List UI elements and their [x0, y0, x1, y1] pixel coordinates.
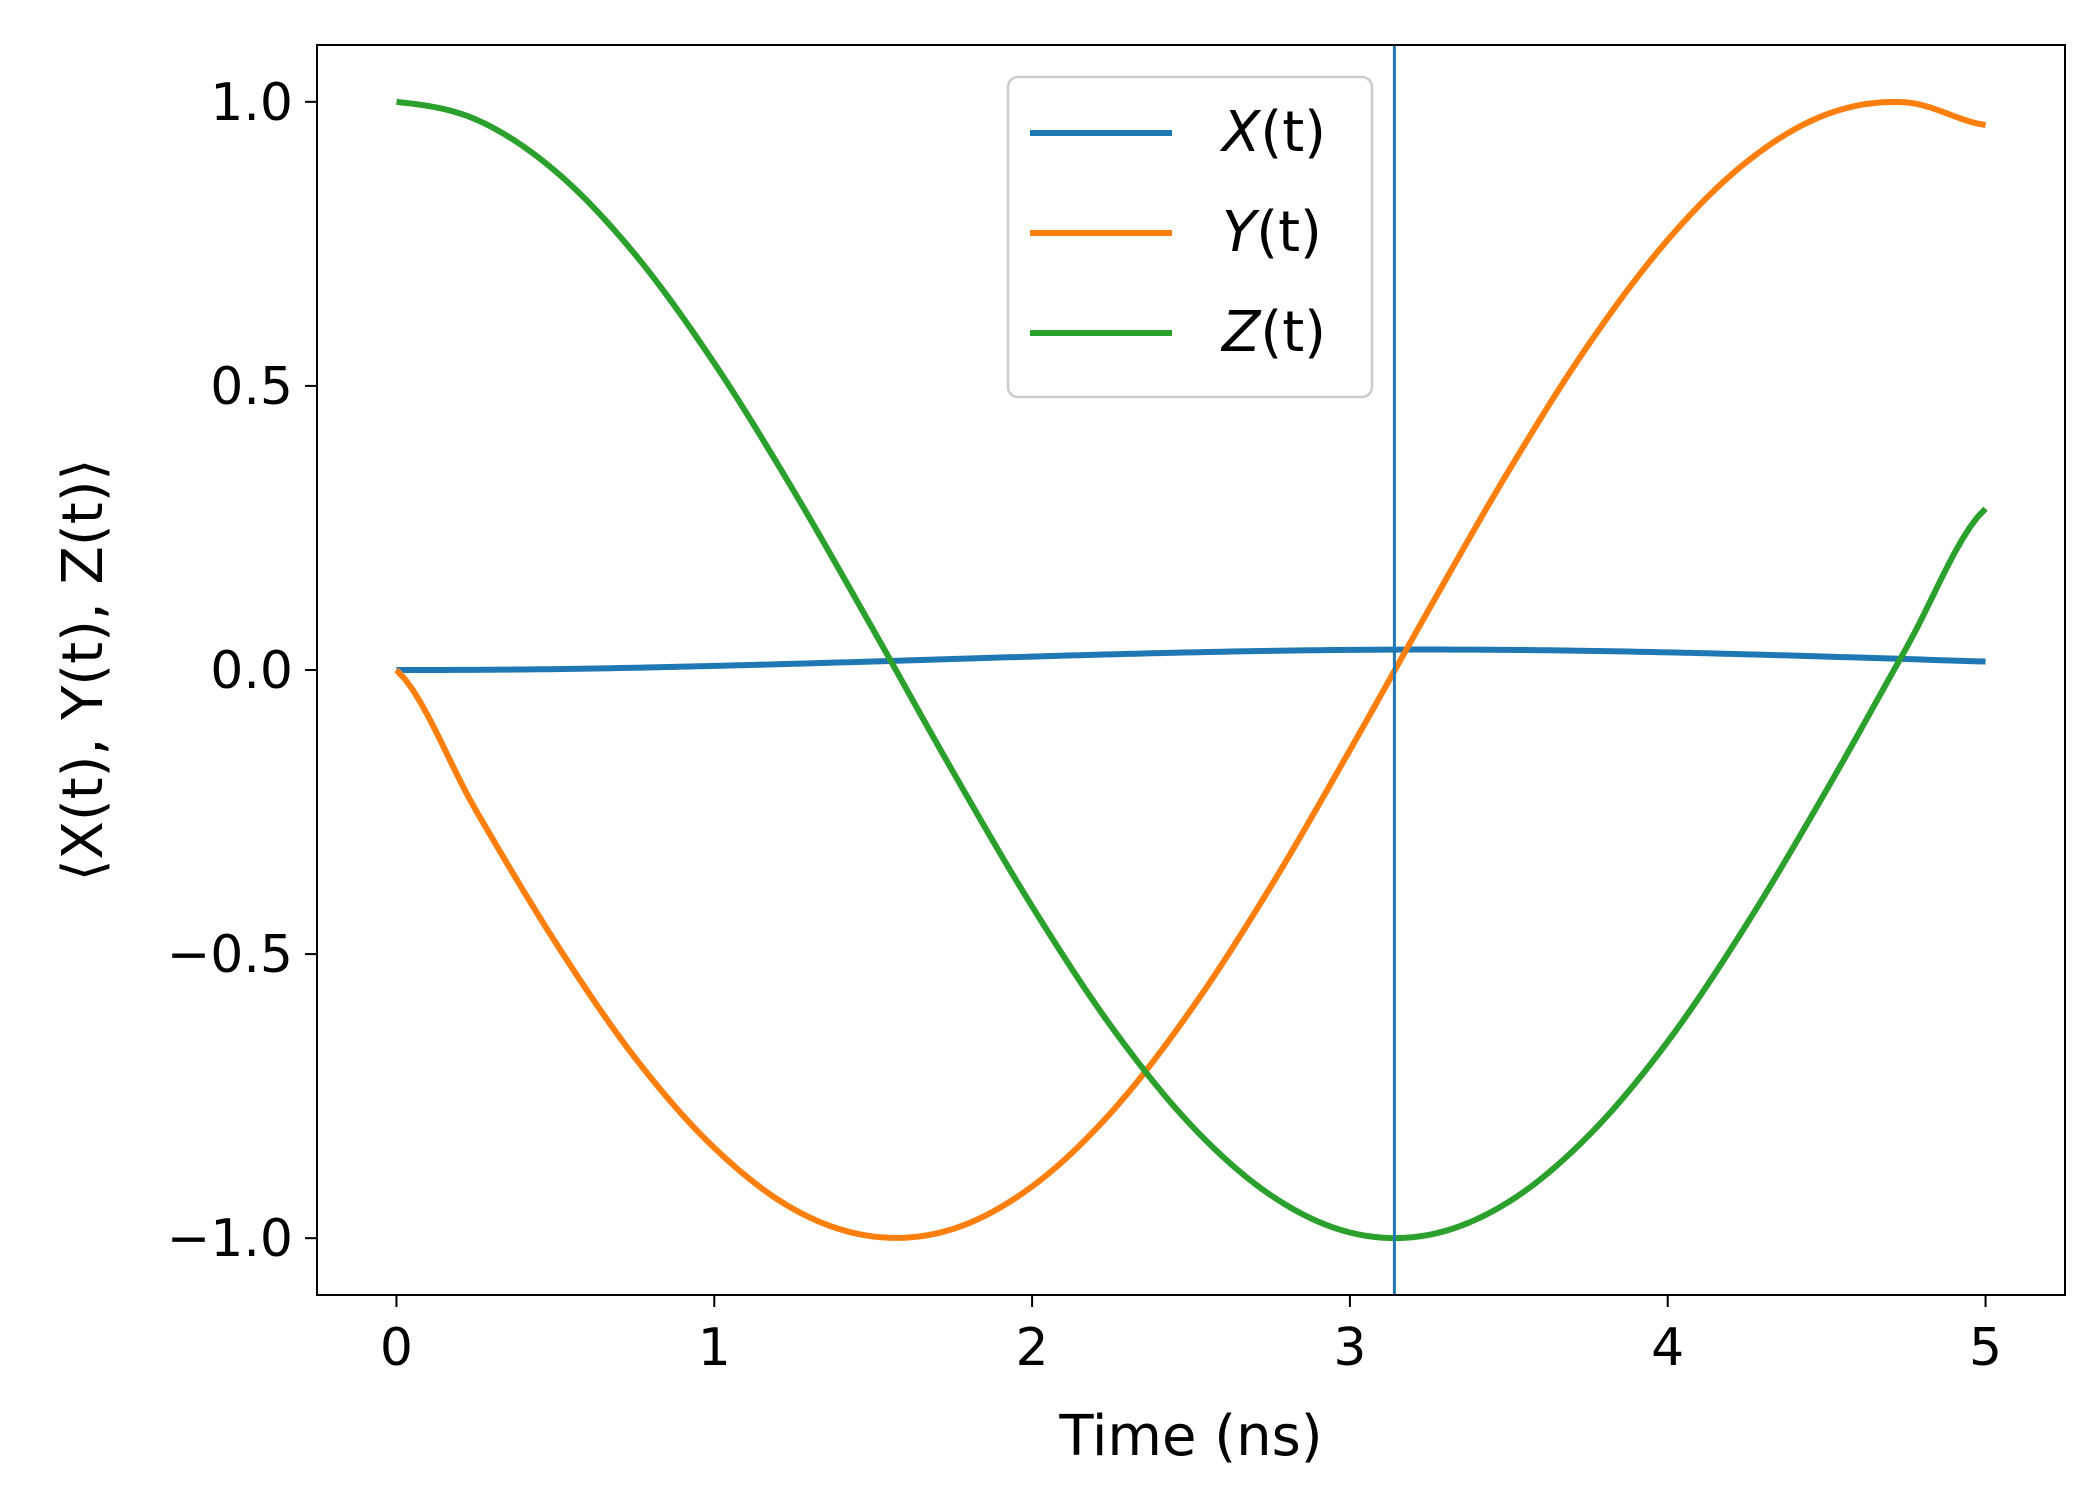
legend-label-arg: (t) — [1260, 300, 1326, 365]
legend-label-symbol: Y — [1222, 200, 1260, 265]
legend: X(t)Y(t)Z(t) — [1006, 75, 1374, 399]
series-line-1 — [396, 646, 1986, 673]
legend-label-1: X(t) — [1219, 100, 1326, 165]
y-axis: 1.0 0.5 0.0 −0.5 −1.0 — [167, 73, 317, 1269]
x-tick-label: 2 — [1016, 1318, 1049, 1378]
x-tick-label: 3 — [1333, 1318, 1366, 1378]
legend-box — [1006, 75, 1374, 399]
legend-entries: X(t)Y(t)Z(t) — [1030, 100, 1326, 365]
x-tick-label: 5 — [1969, 1318, 2002, 1378]
x-tick-label: 4 — [1651, 1318, 1684, 1378]
x-axis: 0 1 2 3 4 5 — [380, 1295, 2002, 1378]
y-tick-label: 0.0 — [210, 641, 293, 701]
series-layer — [394, 98, 1988, 1242]
x-axis-label: Time (ns) — [1058, 1404, 1322, 1469]
legend-label-2: Y(t) — [1222, 200, 1322, 265]
legend-label-3: Z(t) — [1220, 300, 1326, 365]
y-tick-label: −0.5 — [167, 925, 293, 985]
series-line-2 — [394, 98, 1987, 1241]
y-tick-label: −1.0 — [167, 1209, 293, 1269]
legend-label-symbol: X — [1219, 100, 1262, 165]
x-tick-label: 0 — [380, 1318, 413, 1378]
y-tick-label: 0.5 — [210, 357, 293, 417]
legend-label-symbol: Z — [1220, 300, 1262, 365]
series-line-3 — [396, 98, 1988, 1242]
legend-label-arg: (t) — [1256, 200, 1322, 265]
y-tick-label: 1.0 — [210, 73, 293, 133]
x-tick-label: 1 — [698, 1318, 731, 1378]
legend-label-arg: (t) — [1260, 100, 1326, 165]
y-axis-label: ⟨X(t), Y(t), Z(t)⟩ — [51, 459, 116, 882]
